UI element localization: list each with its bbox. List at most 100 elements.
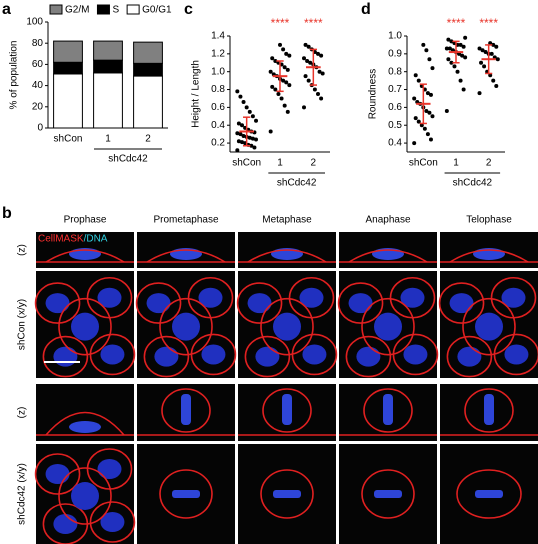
group-label: shCdc42	[108, 154, 148, 165]
data-point	[252, 145, 257, 150]
nucleus	[71, 312, 99, 341]
data-point	[282, 103, 287, 108]
nucleus	[146, 293, 171, 314]
phase-label: Prophase	[64, 215, 107, 226]
data-point	[416, 78, 421, 83]
cell-outline	[45, 411, 125, 436]
data-point	[491, 42, 496, 47]
data-point	[479, 60, 484, 65]
cell-outline	[42, 335, 89, 378]
group-label: shCdc42	[453, 178, 493, 189]
data-point	[270, 84, 275, 89]
x-tick-label: shCon	[54, 134, 83, 145]
data-point	[422, 126, 427, 131]
cell-outline	[143, 335, 190, 378]
data-point	[273, 58, 278, 63]
nucleus	[53, 346, 78, 367]
nucleus	[45, 464, 70, 484]
y-tick-label: 40	[32, 80, 44, 91]
data-point	[430, 66, 435, 71]
stain-label: CellMASK	[38, 234, 84, 245]
data-point	[284, 80, 289, 85]
nucleus	[97, 459, 122, 479]
data-point	[284, 51, 289, 56]
y-tick-label: 0	[37, 123, 43, 134]
data-point	[235, 131, 240, 136]
data-point	[482, 64, 487, 69]
bar-segment	[133, 75, 163, 129]
y-tick-label: 20	[32, 101, 44, 112]
phase-label: Telophase	[466, 215, 512, 226]
data-point	[268, 129, 273, 134]
cell-outline	[58, 467, 112, 525]
data-point	[416, 119, 421, 124]
y-tick-label: 0.8	[388, 66, 402, 77]
row-label: shCdc42 (x/y)	[17, 463, 28, 525]
cell-outline	[146, 249, 226, 263]
nucleus	[302, 344, 327, 365]
y-tick-label: 0.6	[388, 102, 402, 113]
data-point	[302, 105, 306, 110]
row-label: (z)	[17, 407, 28, 419]
y-tick-label: 1.4	[211, 31, 225, 42]
data-point	[458, 42, 463, 47]
legend-label: G0/G1	[142, 5, 172, 16]
cell-outline	[159, 469, 213, 519]
nucleus	[255, 346, 280, 367]
data-point	[455, 69, 460, 74]
data-point	[247, 135, 252, 140]
data-point	[247, 109, 252, 114]
phase-label: Prometaphase	[153, 215, 218, 226]
data-point	[240, 140, 244, 145]
chromosomes	[484, 394, 494, 425]
data-point	[302, 56, 306, 61]
data-point	[278, 42, 282, 47]
data-point	[235, 148, 240, 153]
bar-segment	[53, 40, 83, 63]
legend-swatch	[49, 4, 63, 15]
y-tick-label: 1.0	[388, 31, 402, 42]
data-point	[250, 136, 255, 141]
data-point	[488, 41, 493, 46]
data-point	[480, 48, 485, 53]
chromosomes	[282, 394, 292, 425]
data-point	[449, 60, 454, 65]
data-point	[249, 143, 254, 148]
cell-outline	[34, 282, 81, 324]
data-point	[419, 123, 424, 128]
y-tick-label: 1.2	[211, 48, 225, 59]
data-point	[444, 46, 449, 51]
cell-outline	[244, 335, 291, 378]
data-point	[303, 42, 308, 47]
bar-segment	[93, 40, 123, 61]
data-point	[312, 87, 317, 92]
cell-outline	[363, 388, 413, 433]
nucleus	[154, 346, 179, 367]
data-point	[240, 123, 244, 128]
nucleus	[100, 344, 125, 365]
bar-segment	[53, 61, 83, 75]
significance: ****	[447, 16, 466, 30]
data-point	[427, 57, 432, 62]
data-point	[250, 114, 255, 119]
data-point	[461, 44, 466, 49]
nucleus	[172, 312, 200, 341]
nucleus	[71, 482, 99, 510]
data-point	[270, 56, 275, 61]
phase-label: Anaphase	[365, 215, 410, 226]
nucleus	[69, 421, 101, 433]
data-point	[268, 69, 273, 74]
data-point	[449, 39, 454, 44]
data-point	[461, 87, 466, 92]
group-label: shCdc42	[277, 178, 317, 189]
data-point	[306, 78, 311, 83]
data-point	[308, 60, 313, 65]
cell-outline	[446, 335, 493, 378]
phase-label: Metaphase	[262, 215, 312, 226]
data-point	[281, 78, 286, 83]
data-point	[412, 96, 417, 101]
nucleus	[449, 293, 474, 314]
cell-outline	[260, 469, 314, 519]
x-tick-label: shCon	[409, 158, 438, 169]
data-point	[319, 53, 324, 58]
